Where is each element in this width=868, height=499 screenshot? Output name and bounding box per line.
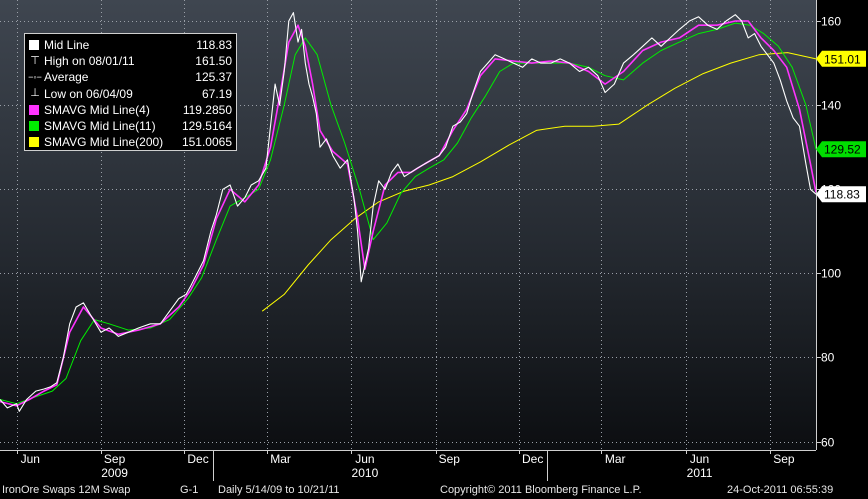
legend-name: Average [44, 70, 89, 85]
y-tick-label: 60 [821, 436, 835, 450]
legend-swatch [29, 121, 39, 132]
value-tag: 129.52 [816, 141, 866, 158]
legend-name: Mid Line [44, 38, 90, 53]
legend-entry: −◦− Average 125.37 [28, 69, 232, 85]
x-month-label: Sep [773, 452, 795, 466]
y-tick-label: 100 [821, 267, 841, 281]
value-tag: 118.83 [816, 186, 866, 203]
footer-bar: IronOre Swaps 12M Swap G-1 Daily 5/14/09… [0, 481, 868, 499]
x-year-label: 2009 [101, 466, 128, 480]
x-month-label: Dec [522, 452, 543, 466]
value-tag-label: 129.52 [824, 143, 861, 157]
x-month-label: Jun [690, 452, 709, 466]
high-marker-icon: ⊤ [30, 54, 40, 67]
legend-swatch [29, 137, 39, 148]
value-tag-label: 151.01 [824, 52, 861, 66]
value-tag-box [816, 141, 866, 158]
legend-name: Low on 06/04/09 [44, 86, 133, 101]
legend-value: 119.2850 [182, 102, 232, 117]
value-tag: 151.01 [816, 50, 866, 67]
series-lines [0, 12, 817, 412]
footer-page: G-1 [180, 484, 199, 496]
bottom-axis-background [0, 450, 816, 481]
y-tick-label: 80 [821, 351, 835, 365]
legend-value: 67.19 [201, 86, 232, 101]
legend-value: 125.37 [195, 70, 232, 85]
y-tick-label: 160 [821, 15, 841, 29]
legend-name: SMAVG Mid Line(200) [44, 135, 164, 150]
x-month-label: Sep [104, 452, 126, 466]
x-month-label: Jun [355, 452, 374, 466]
legend-entry: SMAVG Mid Line(200) 151.0065 [29, 134, 232, 150]
value-tags: 151.01 129.52 118.83 [816, 50, 866, 203]
x-month-label: Dec [187, 452, 208, 466]
series-line-sma4 [0, 20, 817, 407]
legend-entry: Mid Line 118.83 [29, 37, 232, 53]
legend-value: 161.50 [195, 54, 232, 69]
low-marker-icon: ⊥ [30, 87, 40, 100]
series-line-mid [0, 12, 817, 412]
legend-value: 151.0065 [181, 135, 232, 150]
legend-swatch [29, 104, 39, 115]
x-month-label: Mar [605, 452, 626, 466]
y-tick-label: 140 [821, 99, 841, 113]
legend: Mid Line 118.83 ⊤ High on 08/01/11 161.50 −◦−… [24, 33, 237, 151]
x-year-label: 2010 [352, 466, 379, 480]
legend-entry: ⊤ High on 08/01/11 161.50 [29, 53, 232, 69]
legend-name: High on 08/01/11 [44, 54, 135, 69]
legend-entry: SMAVG Mid Line(11) 129.5164 [29, 118, 232, 134]
series-line-sma200 [261, 52, 817, 312]
legend-swatch [29, 40, 39, 51]
footer-instrument: IronOre Swaps 12M Swap [2, 484, 131, 496]
footer-copyright: Copyright© 2011 Bloomberg Finance L.P. [440, 484, 642, 496]
x-month-label: Mar [270, 452, 291, 466]
right-axis-background [816, 0, 868, 481]
footer-range: Daily 5/14/09 to 10/21/11 [218, 484, 340, 496]
average-marker-icon: −◦− [28, 71, 42, 82]
x-month-label: Sep [439, 452, 461, 466]
legend-name: SMAVG Mid Line(4) [44, 102, 150, 117]
x-month-label: Jun [21, 452, 40, 466]
legend-value: 118.83 [196, 38, 232, 53]
legend-entry: ⊥ Low on 06/04/09 67.19 [29, 86, 232, 102]
legend-name: SMAVG Mid Line(11) [44, 119, 156, 134]
value-tag-box [816, 50, 866, 67]
legend-value: 129.5164 [181, 119, 232, 134]
value-tag-label: 118.83 [824, 188, 860, 202]
footer-timestamp: 24-Oct-2011 06:55:39 [727, 484, 834, 496]
legend-entry: SMAVG Mid Line(4) 119.2850 [29, 102, 232, 118]
value-tag-box [816, 186, 866, 203]
gridlines [0, 0, 816, 450]
x-year-label: 2011 [687, 466, 713, 480]
